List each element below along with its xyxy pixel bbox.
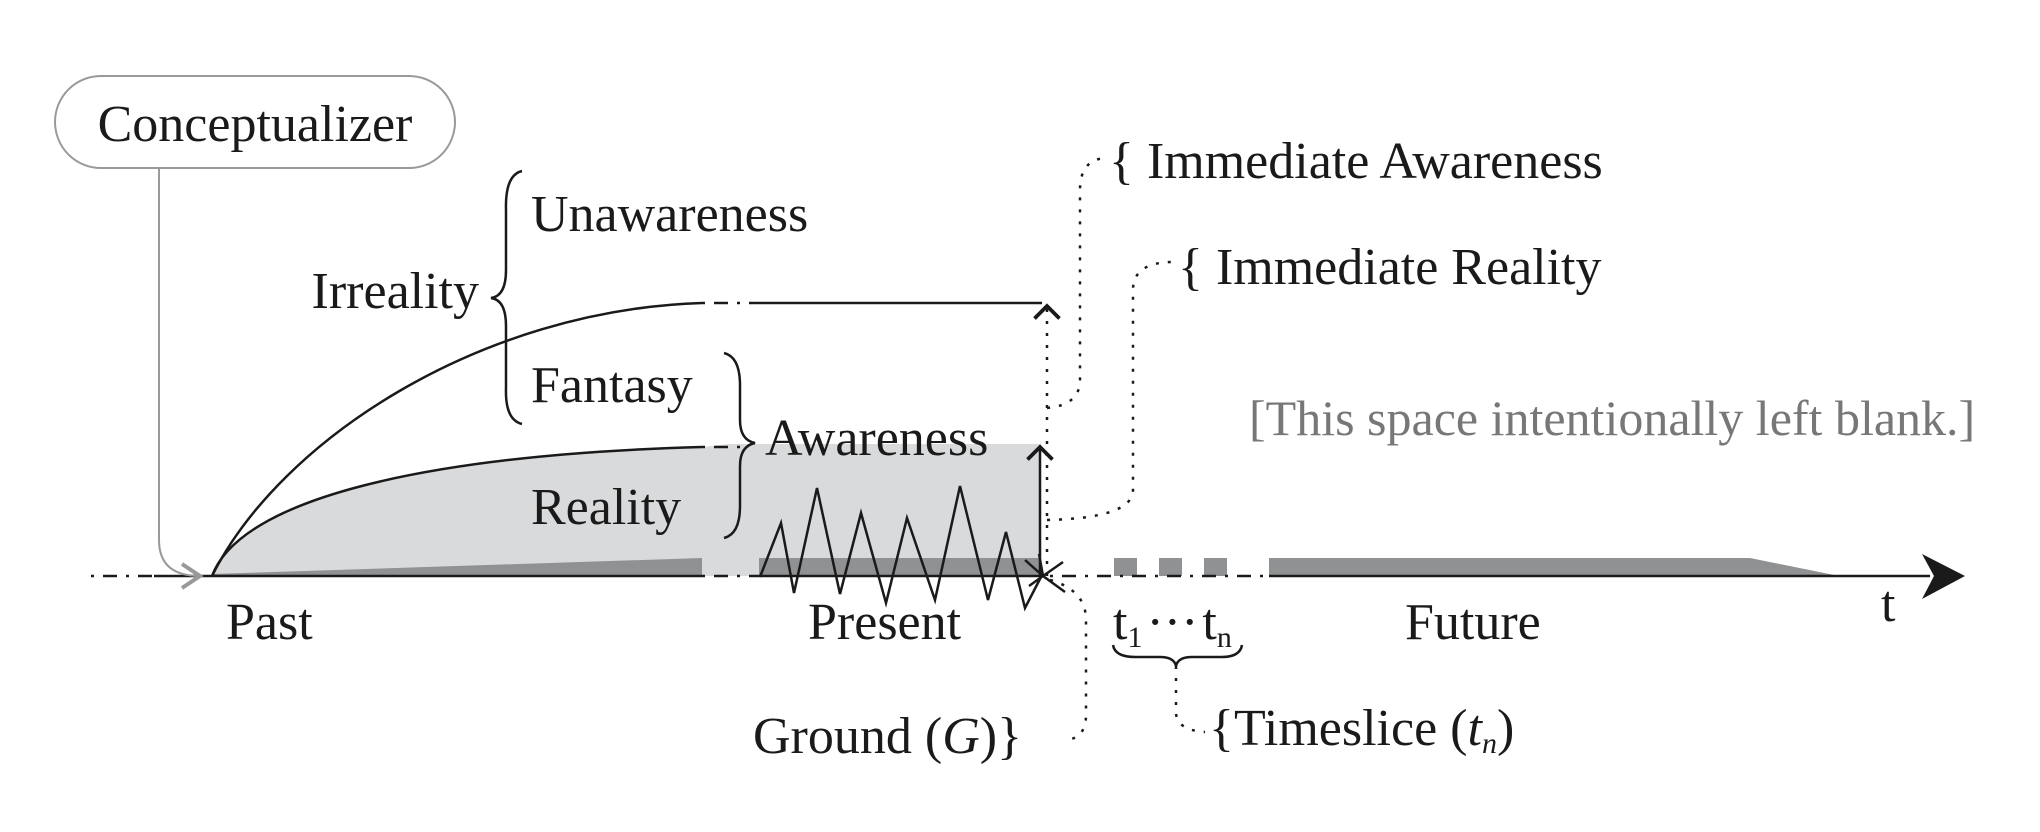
conceptualizer-box — [54, 75, 456, 169]
awareness-label: Awareness — [765, 410, 988, 467]
ground-label: Ground (G)} — [753, 708, 1022, 765]
future-label: Future — [1405, 594, 1541, 651]
immediate-awareness-label: { Immediate Awareness — [1109, 133, 1603, 190]
future-bar — [1269, 558, 1839, 576]
reality-curve — [210, 445, 703, 577]
blank-space-note: [This space intentionally left blank.] — [1249, 390, 1975, 446]
fantasy-label: Fantasy — [531, 357, 693, 414]
present-label: Present — [808, 594, 962, 651]
timeslice-block-1 — [1114, 558, 1137, 576]
timeslice-close: ) — [1497, 700, 1514, 757]
immediate-awareness-connector — [1046, 156, 1106, 410]
ground-text: Ground ( — [753, 708, 942, 765]
immediate-reality-connector — [1046, 260, 1175, 522]
immediate-reality-label: { Immediate Reality — [1178, 239, 1602, 296]
timeslice-label: {Timeslice (tn) — [1209, 700, 1514, 760]
t1-main: t — [1113, 594, 1128, 651]
ground-star-icon — [1024, 553, 1066, 594]
ellipsis: ··· — [1146, 594, 1198, 651]
axis-arrow-icon — [1922, 554, 1965, 599]
ground-close: )} — [980, 708, 1022, 765]
past-label: Past — [226, 594, 313, 651]
timeslice-text: {Timeslice ( — [1209, 700, 1467, 757]
present-bar — [759, 558, 1041, 576]
t1-sub: 1 — [1127, 621, 1142, 654]
irreality-curve — [210, 301, 703, 577]
reality-area — [212, 444, 1041, 576]
timeslice-range-label: t1···tn — [1113, 594, 1232, 654]
timeslice-symbol: t — [1467, 700, 1483, 757]
ground-symbol: G — [942, 708, 980, 765]
ground-connector — [1049, 578, 1088, 742]
unawareness-label: Unawareness — [531, 186, 808, 243]
present-zigzag — [758, 485, 1043, 612]
reality-label: Reality — [531, 479, 681, 536]
tn-main: t — [1202, 594, 1217, 651]
irreality-label: Irreality — [312, 263, 479, 320]
irreality-brace — [490, 169, 523, 426]
conceptualizer-connector — [158, 168, 204, 590]
timeslice-block-3 — [1204, 558, 1227, 576]
tn-sub: n — [1217, 621, 1232, 654]
conceptualizer-label: Conceptualizer — [98, 96, 413, 153]
past-bar — [212, 558, 702, 576]
awareness-brace — [723, 351, 756, 540]
timeslice-subscript: n — [1482, 727, 1497, 760]
timeslice-block-2 — [1159, 558, 1182, 576]
axis-t-label: t — [1881, 576, 1896, 633]
timeslice-connector — [1174, 666, 1206, 734]
